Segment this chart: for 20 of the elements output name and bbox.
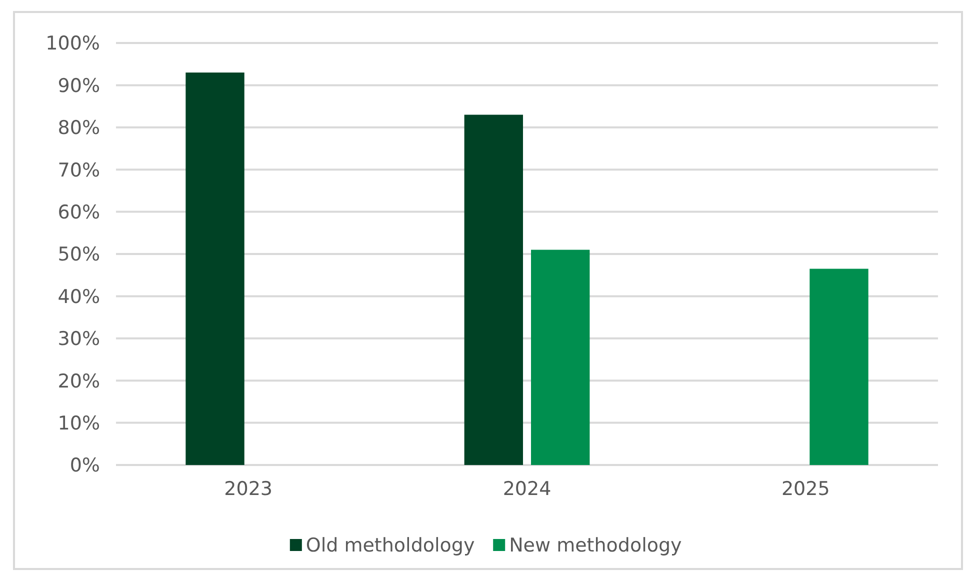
y-tick-label: 60% <box>58 201 100 224</box>
bar <box>810 268 868 465</box>
y-tick-label: 100% <box>46 32 100 55</box>
x-tick-label: 2023 <box>224 478 273 500</box>
y-tick-label: 50% <box>58 244 100 266</box>
bar <box>186 72 244 465</box>
y-tick-label: 10% <box>58 412 100 434</box>
bar <box>531 250 590 465</box>
y-tick-label: 40% <box>58 286 100 308</box>
bar <box>464 114 523 465</box>
x-tick-label: 2025 <box>781 478 830 500</box>
y-tick-label: 70% <box>58 159 100 182</box>
y-tick-label: 90% <box>58 74 100 97</box>
y-tick-label: 80% <box>58 117 100 140</box>
y-tick-label: 30% <box>58 328 100 350</box>
y-tick-label: 0% <box>70 454 100 477</box>
y-tick-label: 20% <box>58 370 100 392</box>
legend-label: Old metholdology <box>306 534 475 557</box>
x-tick-label: 2024 <box>502 478 552 500</box>
legend-label: New methodology <box>509 534 682 557</box>
